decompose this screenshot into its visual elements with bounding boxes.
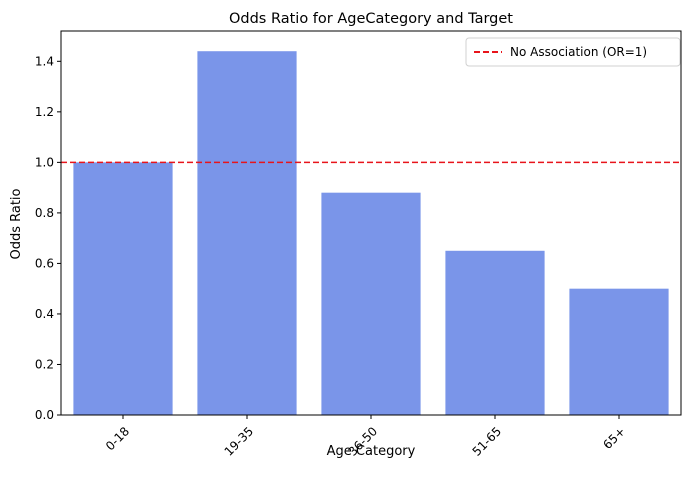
bars — [73, 51, 669, 416]
bar-65+ — [569, 288, 669, 415]
bar-51-65 — [445, 250, 545, 415]
x-tick-label-65+: 65+ — [600, 424, 628, 452]
x-tick-label-0-18: 0-18 — [103, 424, 132, 453]
y-axis-label: Odds Ratio — [9, 188, 24, 259]
bar-36-50 — [321, 192, 421, 415]
y-tick-label: 0.0 — [35, 408, 54, 422]
legend-entry-label: No Association (OR=1) — [510, 45, 647, 59]
bar-0-18 — [73, 162, 173, 415]
y-tick-label: 1.4 — [35, 54, 54, 68]
y-tick-label: 0.6 — [35, 256, 54, 270]
chart-title: Odds Ratio for AgeCategory and Target — [229, 11, 513, 27]
y-tick-label: 1.2 — [35, 105, 54, 119]
x-tick-label-51-65: 51-65 — [470, 424, 505, 459]
y-tick-label: 1.0 — [35, 155, 54, 169]
y-tick-label: 0.8 — [35, 206, 54, 220]
legend: No Association (OR=1) — [465, 37, 681, 67]
legend-box — [465, 37, 681, 67]
y-ticks: 0.0 0.2 0.4 0.6 0.8 1.0 1.2 1.4 — [35, 54, 61, 422]
x-axis-label: Age Category — [327, 444, 416, 459]
y-tick-label: 0.2 — [35, 357, 54, 371]
x-tick-label-19-35: 19-35 — [222, 424, 257, 459]
bar-19-35 — [197, 51, 297, 416]
y-tick-label: 0.4 — [35, 307, 54, 321]
